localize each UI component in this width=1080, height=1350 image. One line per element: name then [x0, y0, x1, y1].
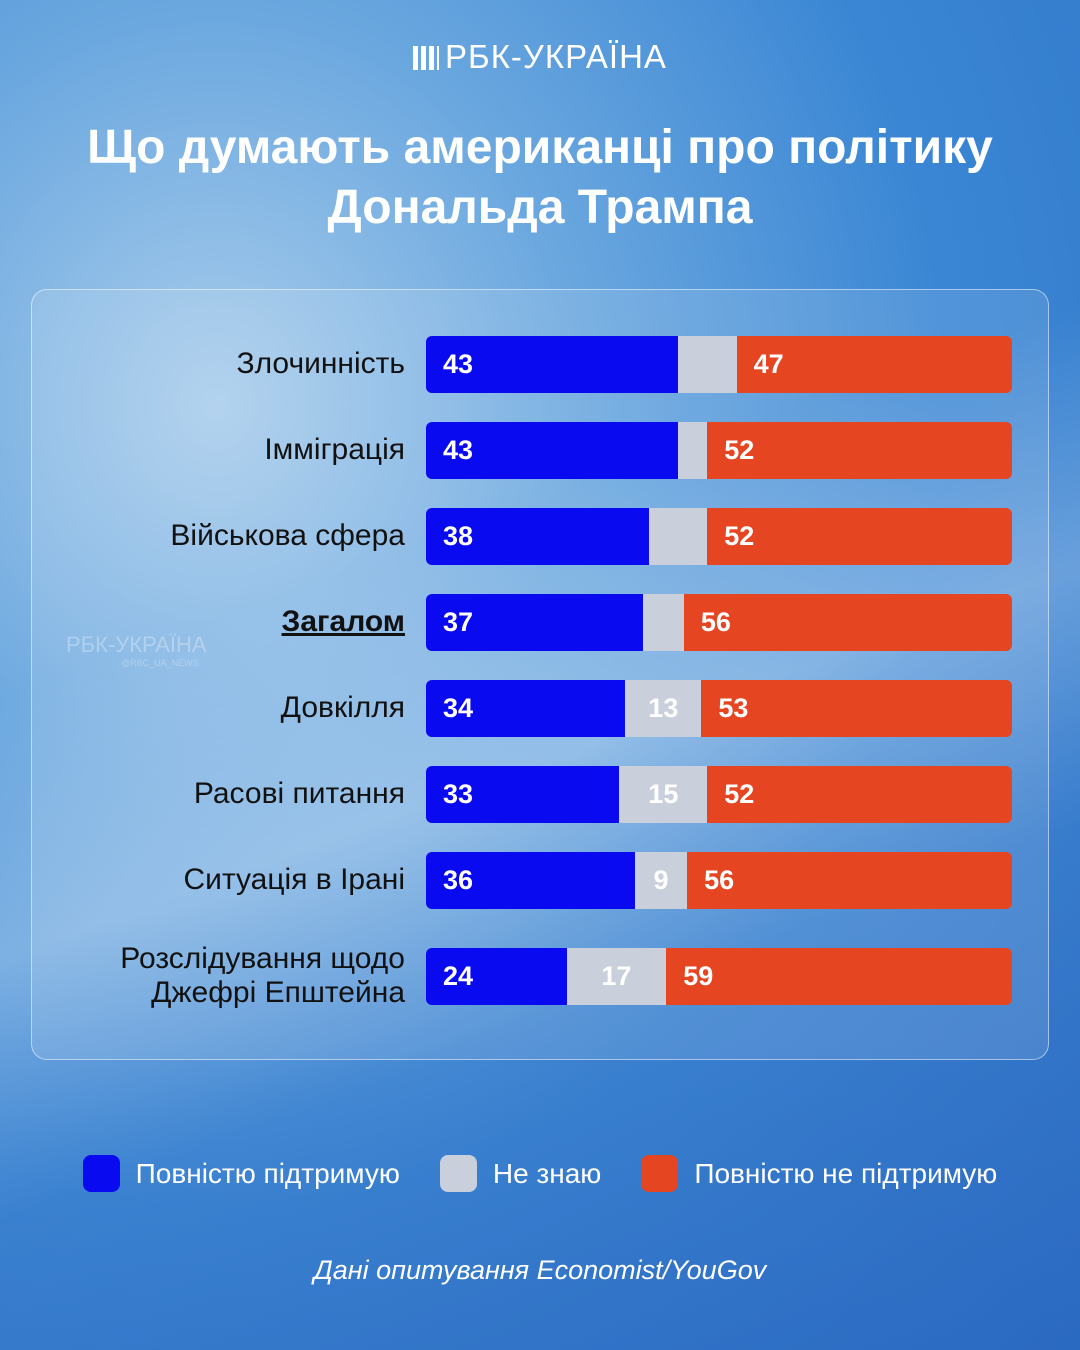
- bar-neutral: 17: [566, 948, 667, 1005]
- bar-oppose: 56: [683, 594, 1012, 651]
- watermark: РБК-УКРАЇНА @RBC_UA_NEWS: [66, 632, 207, 668]
- legend-swatch: [82, 1155, 120, 1192]
- legend-label: Не знаю: [492, 1157, 602, 1189]
- watermark-brand: РБК-УКРАЇНА: [66, 632, 207, 657]
- category-label: Злочинність: [236, 347, 405, 380]
- legend: Повністю підтримую Не знаю Повністю не п…: [0, 1155, 1080, 1192]
- bar-row: 37 56: [426, 594, 1012, 651]
- bar-row: 43 52: [426, 422, 1012, 479]
- category-label: Розслідування щодо Джефрі Епштейна: [120, 942, 405, 1009]
- bar-neutral: [642, 594, 684, 651]
- category-label: Ситуація в Ірані: [183, 863, 405, 896]
- bar-neutral: 9: [634, 852, 688, 909]
- bar-oppose: 52: [707, 422, 1012, 479]
- source-note: Дані опитування Economist/YouGov: [313, 1255, 767, 1285]
- brand-logo: РБК-УКРАЇНА: [0, 38, 1080, 76]
- bar-row: 36 9 56: [426, 852, 1012, 909]
- bar-neutral: [648, 508, 708, 565]
- bar-oppose: 56: [687, 852, 1012, 909]
- logo-icon: [413, 46, 440, 70]
- legend-swatch: [641, 1155, 679, 1192]
- bar-support: 34: [426, 680, 626, 737]
- legend-label: Повністю підтримую: [135, 1157, 400, 1189]
- bar-support: 38: [426, 508, 649, 565]
- legend-support: Повністю підтримую: [82, 1155, 400, 1192]
- bar-oppose: 52: [707, 766, 1012, 823]
- bar-oppose: 59: [666, 948, 1012, 1005]
- bar-support: 33: [426, 766, 620, 823]
- brand-name: РБК-УКРАЇНА: [445, 38, 667, 75]
- legend-neutral: Не знаю: [439, 1155, 602, 1192]
- legend-label: Повністю не підтримую: [694, 1157, 998, 1189]
- bar-oppose: 53: [701, 680, 1012, 737]
- bar-neutral: 13: [625, 680, 702, 737]
- watermark-handle: @RBC_UA_NEWS: [121, 658, 199, 668]
- bar-support: 24: [426, 948, 567, 1005]
- chart-panel: [31, 289, 1049, 1060]
- bar-neutral: [677, 336, 737, 393]
- bar-row: 33 15 52: [426, 766, 1012, 823]
- category-label: Довкілля: [280, 691, 405, 724]
- category-label: Військова сфера: [170, 519, 405, 552]
- category-label: Расові питання: [193, 777, 405, 810]
- legend-oppose: Повністю не підтримую: [641, 1155, 997, 1192]
- bar-oppose: 47: [736, 336, 1012, 393]
- category-label: Імміграція: [264, 433, 405, 466]
- bar-support: 43: [426, 336, 678, 393]
- bar-neutral: [677, 422, 708, 479]
- bar-row: 38 52: [426, 508, 1012, 565]
- bar-neutral: 15: [619, 766, 708, 823]
- legend-swatch: [439, 1155, 477, 1192]
- bar-oppose: 52: [707, 508, 1012, 565]
- bar-row: 43 47: [426, 336, 1012, 393]
- bar-support: 43: [426, 422, 678, 479]
- bar-row: 34 13 53: [426, 680, 1012, 737]
- bar-support: 37: [426, 594, 643, 651]
- bar-row: 24 17 59: [426, 948, 1012, 1005]
- bar-support: 36: [426, 852, 635, 909]
- category-label: Загалом: [281, 605, 405, 638]
- chart-title: Що думають американці про політику Донал…: [87, 121, 993, 234]
